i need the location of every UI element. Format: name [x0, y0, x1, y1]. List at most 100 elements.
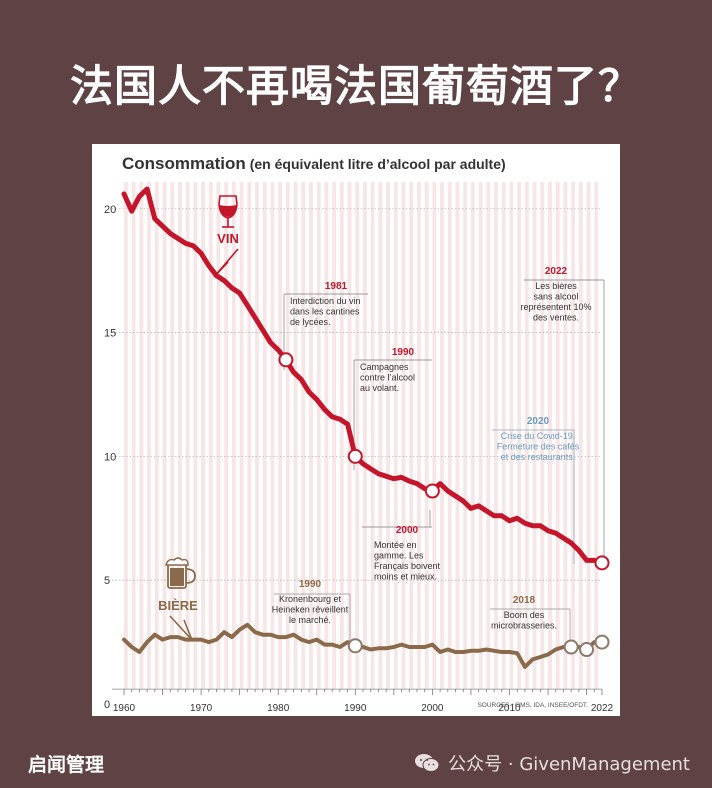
annotation-year: 1990	[392, 347, 415, 358]
annotation-line: Campagnes	[360, 362, 409, 372]
bg-stripe	[517, 182, 522, 690]
bg-stripe	[463, 182, 468, 690]
bg-stripe	[231, 182, 236, 690]
footer-brand: 启闻管理	[28, 754, 105, 776]
biere-pointer	[169, 615, 193, 641]
bg-stripe	[501, 182, 506, 690]
x-tick-label: 2010	[498, 703, 521, 714]
annotation-line: de lycées.	[290, 317, 331, 327]
bg-stripe	[424, 182, 429, 690]
bg-stripe	[293, 182, 298, 690]
bg-stripe	[124, 182, 128, 690]
annotation-year: 1990	[299, 579, 322, 590]
annotation-year: 2022	[545, 266, 568, 277]
series-line-vin	[121, 186, 605, 566]
chart: Consommation (en équivalent litre d’alcoo…	[104, 154, 614, 714]
bg-stripe	[455, 182, 460, 690]
bg-stripe	[540, 182, 545, 690]
bg-stripe	[224, 182, 229, 690]
bg-stripe	[139, 182, 144, 690]
annotation-year: 2018	[513, 595, 536, 606]
annotation-line: contre l’alcool	[360, 373, 415, 383]
annotation-line: Heineken réveillent	[272, 605, 349, 615]
bg-stripe	[494, 182, 498, 690]
y-tick-label: 20	[104, 204, 116, 216]
bg-stripe	[278, 182, 283, 690]
bg-stripe	[285, 182, 290, 690]
bg-stripe	[432, 182, 437, 690]
bg-stripe	[208, 182, 213, 690]
point-marker	[563, 639, 579, 655]
bg-stripe	[255, 182, 259, 690]
bg-stripe	[378, 182, 383, 690]
chart-title: Consommation (en équivalent litre d’alcoo…	[122, 154, 506, 173]
bg-stripe	[393, 182, 398, 690]
annotation-leaders	[274, 279, 605, 646]
series-label-vin: VIN	[217, 231, 239, 246]
y-tick-label: 0	[104, 699, 110, 711]
bg-stripe	[563, 182, 568, 690]
bg-stripe	[239, 182, 244, 690]
annotation-line: moins et mieux.	[374, 572, 437, 582]
annotation-line: sans alcool	[533, 292, 578, 302]
annotation-line: et des restaurants.	[501, 452, 576, 462]
x-tick-label: 1990	[344, 703, 367, 714]
wine-glass-icon	[218, 195, 238, 228]
bg-stripe	[154, 182, 159, 690]
point-marker	[594, 634, 610, 650]
point-marker	[278, 352, 294, 368]
bg-stripe	[532, 182, 537, 690]
bg-stripe	[355, 182, 360, 690]
annotation-line: Boom des	[504, 610, 545, 620]
footer-account: 公众号 · GivenManagement	[414, 750, 690, 776]
background-stripes	[124, 182, 599, 690]
annotation-line: Crise du Covid-19.	[501, 431, 576, 441]
bg-stripe	[201, 182, 205, 690]
annotation: 2020 Crise du Covid-19.Fermeture des café…	[497, 416, 580, 462]
bg-stripe	[548, 182, 552, 690]
bg-stripe	[416, 182, 421, 690]
annotation-year: 1981	[325, 281, 348, 292]
bg-stripe	[555, 182, 560, 690]
point-marker	[347, 448, 363, 464]
chart-title-main: Consommation	[122, 154, 246, 173]
bg-stripe	[447, 182, 452, 690]
x-tick-label: 1960	[113, 703, 136, 714]
x-tick-label: 1980	[267, 703, 290, 714]
y-tick-label: 5	[104, 575, 110, 587]
point-marker	[579, 642, 595, 658]
bg-stripe	[147, 182, 151, 690]
bg-stripe	[193, 182, 198, 690]
bg-stripe	[386, 182, 390, 690]
bg-stripe	[216, 182, 221, 690]
bg-stripe	[440, 182, 444, 690]
bg-stripe	[301, 182, 306, 690]
bg-stripe	[339, 182, 344, 690]
bg-stripe	[185, 182, 190, 690]
bg-stripe	[309, 182, 313, 690]
series-label-biere: BIÈRE	[158, 598, 198, 613]
annotation-line: Français boivent	[374, 561, 441, 571]
y-tick-label: 15	[104, 328, 116, 340]
bg-stripe	[524, 182, 529, 690]
annotation-line: Les bières	[535, 281, 577, 291]
series-line-biere	[122, 622, 604, 669]
series-lines	[121, 186, 605, 669]
annotation-line: gamme. Les	[374, 551, 424, 561]
bg-stripe	[401, 182, 406, 690]
bg-stripe	[262, 182, 267, 690]
annotation-line: Kronenbourg et	[279, 594, 342, 604]
bg-stripe	[409, 182, 414, 690]
headline: 法国人不再喝法国葡萄酒了？	[70, 62, 642, 112]
footer-account-text: 公众号 · GivenManagement	[448, 754, 690, 775]
annotation-line: représentent 10%	[520, 302, 591, 312]
annotation-line: au volant.	[360, 383, 399, 393]
annotation-line: Fermeture des cafés	[497, 442, 580, 452]
x-axis-ticks: 1960 1970 1980 1990 2000 2010 2022	[113, 689, 614, 714]
bg-stripe	[578, 182, 583, 690]
